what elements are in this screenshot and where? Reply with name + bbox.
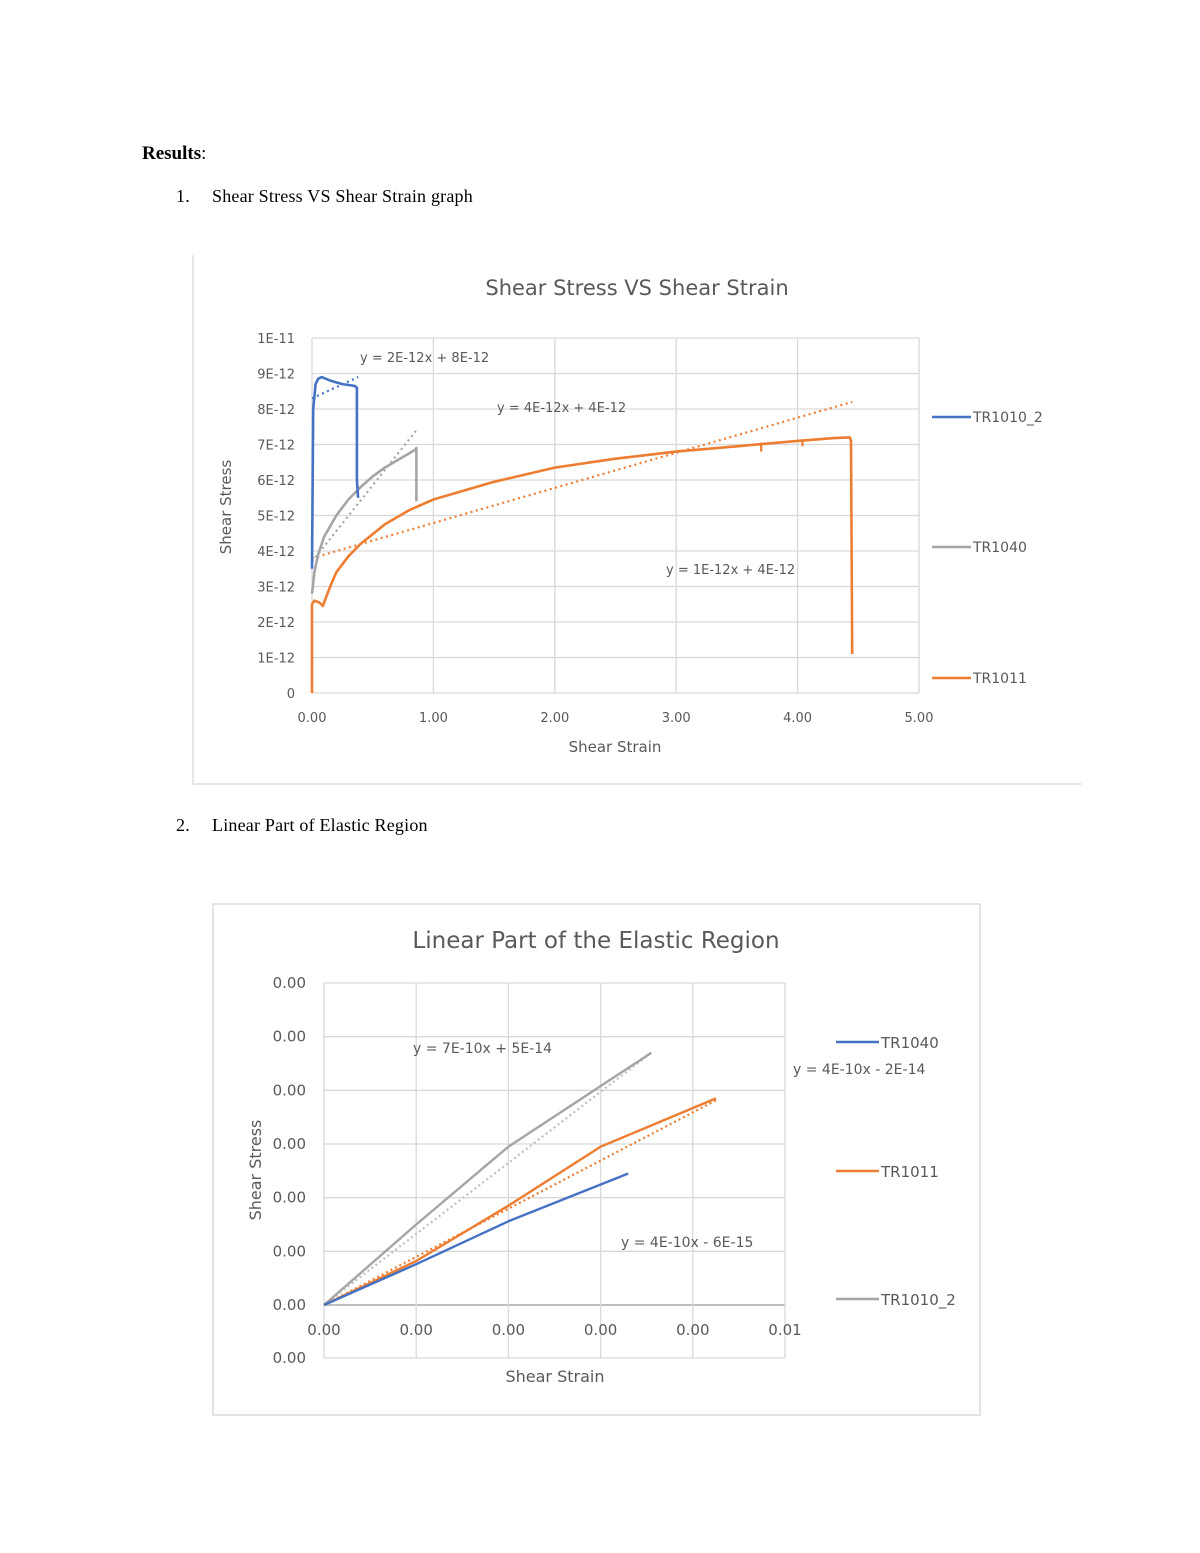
y-tick-label: 0.00 <box>273 1242 306 1260</box>
x-tick-label: 4.00 <box>783 711 812 726</box>
legend-label-tr1040: TR1040 <box>880 1034 939 1052</box>
data-series <box>310 375 854 693</box>
y-tick-label: 6E-12 <box>257 474 295 489</box>
series-line-tr1011 <box>323 1097 717 1307</box>
y-tick-label: 0.00 <box>273 1349 306 1367</box>
x-tick-label: 0.00 <box>676 1321 709 1339</box>
trendline-equation-tr1010-2: y = 7E-10x + 5E-14 <box>413 1041 552 1057</box>
list-number: 2. <box>176 815 190 835</box>
legend: TR1040 TR1011 TR1010_2 <box>836 1034 956 1310</box>
y-tick-label: 0.00 <box>273 974 306 992</box>
y-tick-label: 9E-12 <box>257 368 295 383</box>
legend-label-tr1010-2: TR1010_2 <box>972 410 1043 426</box>
y-axis-label: Shear Stress <box>246 1120 265 1221</box>
list-item-1: 1. Shear Stress VS Shear Strain graph <box>176 186 473 207</box>
data-series <box>323 1051 717 1307</box>
y-tick-label: 7E-12 <box>257 439 295 454</box>
series-line-tr1010-2 <box>310 375 360 569</box>
y-tick-label: 0.00 <box>273 1028 306 1046</box>
y-tick-label: 3E-12 <box>257 581 295 596</box>
legend-label-tr1011: TR1011 <box>972 671 1027 687</box>
results-heading: Results: <box>142 143 206 165</box>
legend-label-tr1010-2: TR1010_2 <box>880 1291 956 1310</box>
trendline-tr1040 <box>311 429 418 563</box>
chart-title: Shear Stress VS Shear Strain <box>485 276 788 300</box>
y-tick-label: 5E-12 <box>257 510 295 525</box>
x-axis-label: Shear Strain <box>505 1367 604 1386</box>
x-axis-ticks: 0.00 1.00 2.00 3.00 4.00 5.00 <box>298 711 934 726</box>
trendline-tr1011 <box>311 400 853 560</box>
y-tick-label: 0.00 <box>273 1081 306 1099</box>
list-item-2: 2. Linear Part of Elastic Region <box>176 815 428 836</box>
y-tick-label: 4E-12 <box>257 545 295 560</box>
y-tick-label: 2E-12 <box>257 616 295 631</box>
trendline-equation-tr1040: y = 4E-12x + 4E-12 <box>497 401 626 416</box>
x-tick-label: 0.01 <box>768 1321 801 1339</box>
results-heading-text: Results <box>142 143 202 164</box>
legend: TR1010_2 TR1040 TR1011 <box>932 410 1043 687</box>
series-line-tr1040 <box>323 1172 629 1307</box>
chart-shear-stress-vs-strain: Shear Stress VS Shear Strain 0 1E-12 2E-12… <box>217 276 1043 756</box>
legend-label-tr1011: TR1011 <box>880 1163 939 1181</box>
chart-gridlines <box>323 982 786 1359</box>
chart-shear-stress-vs-strain-frame <box>192 255 1082 785</box>
x-tick-label: 0.00 <box>298 711 327 726</box>
x-tick-label: 2.00 <box>540 711 569 726</box>
x-tick-label: 0.00 <box>492 1321 525 1339</box>
chart-gridlines <box>311 337 920 694</box>
y-tick-label: 0.00 <box>273 1135 306 1153</box>
series-line-tr1010-2 <box>323 1051 652 1306</box>
trendline-tr1011 <box>323 1099 717 1306</box>
list-item-label: Shear Stress VS Shear Strain graph <box>212 186 473 206</box>
y-axis-ticks: 0 1E-12 2E-12 3E-12 4E-12 5E-12 6E-12 7E-12 8E-1… <box>257 332 295 702</box>
x-axis-ticks: 0.00 0.00 0.00 0.00 0.00 0.01 <box>307 1321 801 1339</box>
series-line-tr1011 <box>310 436 854 693</box>
trendlines <box>311 376 853 563</box>
y-axis-label: Shear Stress <box>217 460 235 555</box>
chart-title: Linear Part of the Elastic Region <box>412 928 779 954</box>
legend-label-tr1040: TR1040 <box>972 540 1027 556</box>
trendline-equation-tr1011: y = 1E-12x + 4E-12 <box>666 563 795 578</box>
y-tick-label: 0.00 <box>273 1296 306 1314</box>
heading-colon: : <box>201 143 207 164</box>
x-axis-label: Shear Strain <box>569 738 662 756</box>
list-number: 1. <box>176 186 190 206</box>
x-tick-label: 0.00 <box>584 1321 617 1339</box>
list-item-label: Linear Part of Elastic Region <box>212 815 428 835</box>
y-axis-ticks: 0.00 0.00 0.00 0.00 0.00 0.00 0.00 0.00 <box>273 974 306 1367</box>
x-tick-label: 1.00 <box>419 711 448 726</box>
x-tick-label: 5.00 <box>905 711 934 726</box>
trendline-equation-tr1011: y = 4E-10x - 2E-14 <box>793 1062 925 1078</box>
y-tick-label: 1E-12 <box>257 652 295 667</box>
y-tick-label: 0.00 <box>273 1189 306 1207</box>
y-tick-label: 8E-12 <box>257 403 295 418</box>
trendline-equation-tr1010-2: y = 2E-12x + 8E-12 <box>360 351 489 366</box>
y-tick-label: 0 <box>287 687 295 702</box>
x-tick-label: 0.00 <box>307 1321 340 1339</box>
x-tick-label: 3.00 <box>662 711 691 726</box>
trendline-equation-tr1040: y = 4E-10x - 6E-15 <box>621 1235 753 1251</box>
x-tick-label: 0.00 <box>399 1321 432 1339</box>
chart-linear-elastic-frame <box>212 903 981 1416</box>
trendline-tr1010-2 <box>323 1051 652 1306</box>
y-tick-label: 1E-11 <box>257 332 295 347</box>
series-line-tr1040 <box>310 446 418 594</box>
